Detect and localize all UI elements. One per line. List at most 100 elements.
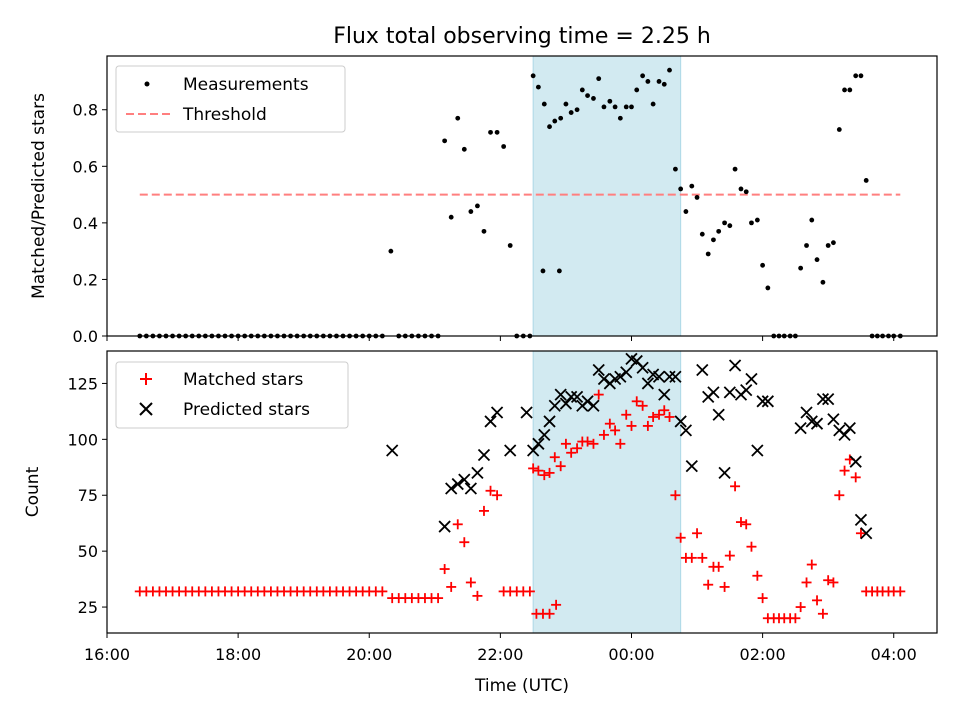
- matched-star-point: [659, 405, 670, 416]
- predicted-star-point: [854, 513, 868, 526]
- x-stroke-b: [854, 513, 868, 526]
- x-stroke-b: [751, 444, 764, 457]
- measurement-point: [831, 240, 836, 246]
- x-stroke-b: [559, 397, 573, 410]
- matched-star-point: [610, 425, 621, 436]
- matched-star-point: [752, 570, 763, 581]
- measurement-point: [494, 129, 500, 135]
- predicted-star-point: [718, 466, 731, 480]
- predicted-star-point: [685, 460, 698, 473]
- x-stroke-b: [707, 386, 720, 399]
- x-axis-label: Time (UTC): [474, 676, 569, 696]
- predicted-star-point: [554, 388, 567, 401]
- matched-star-point: [544, 467, 555, 478]
- matched-star-point: [719, 581, 730, 592]
- x-stroke-b: [849, 455, 862, 468]
- measurement-point: [547, 124, 552, 130]
- predicted-star-point: [849, 455, 862, 468]
- x-stroke-b: [570, 390, 584, 403]
- measurement-point: [540, 268, 546, 274]
- measurement-point: [574, 107, 580, 113]
- top-y-axis: 0.0 0.2 0.4 0.6 0.8: [73, 101, 107, 346]
- matched-star-point: [528, 463, 539, 474]
- matched-star-point: [615, 438, 626, 449]
- predicted-star-point: [728, 359, 742, 372]
- measurement-point: [568, 110, 574, 115]
- bottom-y-axis: 25 50 75 100 125: [67, 374, 107, 617]
- y-tick-label: 0.4: [73, 214, 98, 233]
- y-tick-label: 0.8: [73, 101, 98, 120]
- predicted-star-point: [756, 395, 769, 408]
- predicted-star-point: [761, 395, 774, 408]
- measurement-point: [591, 96, 596, 101]
- predicted-star-point: [658, 388, 671, 401]
- matched-star-point: [801, 577, 812, 588]
- measurement-point: [863, 178, 869, 183]
- matched-star-point: [692, 528, 703, 539]
- predicted-star-point: [745, 372, 758, 386]
- x-stroke-b: [685, 460, 698, 473]
- measurement-point: [601, 104, 607, 110]
- measurement-point: [448, 214, 454, 220]
- predicted-star-point: [860, 527, 873, 540]
- matched-star-point: [631, 396, 642, 407]
- measurement-point: [661, 81, 667, 87]
- x-stroke-b: [386, 444, 399, 457]
- x-stroke-b: [477, 448, 491, 462]
- measurement-point: [455, 115, 461, 121]
- x-stroke-b: [464, 482, 477, 495]
- matched-star-point: [642, 420, 653, 431]
- predicted-star-point: [477, 448, 491, 462]
- predicted-stars-points: [386, 352, 873, 540]
- measurement-point: [634, 87, 640, 93]
- measurement-point: [678, 186, 684, 192]
- matched-star-point: [812, 595, 823, 606]
- predicted-star-point: [707, 386, 720, 399]
- predicted-star-point: [816, 392, 830, 406]
- measurement-point: [694, 195, 700, 200]
- x-stroke-b: [484, 415, 497, 428]
- matched-star-point: [670, 490, 681, 501]
- x-stroke-b: [800, 406, 813, 419]
- y-tick-label: 0.0: [73, 327, 98, 346]
- x-tick-label: 18:00: [215, 645, 261, 664]
- x-tick-label: 20:00: [346, 645, 392, 664]
- measurement-point: [623, 104, 629, 110]
- measurement-point: [596, 76, 602, 82]
- measurement-point: [820, 279, 826, 285]
- matched-star-point: [746, 541, 757, 552]
- matched-star-point: [730, 481, 741, 492]
- matched-star-point: [544, 608, 555, 619]
- measurement-point: [530, 73, 536, 79]
- matched-star-point: [446, 581, 457, 592]
- matched-stars-points: [134, 389, 906, 624]
- measurement-point: [388, 248, 394, 254]
- measurement-point: [765, 285, 771, 291]
- measurement-point: [836, 127, 842, 132]
- predicted-star-point: [471, 466, 484, 480]
- matched-star-point: [539, 470, 550, 481]
- x-stroke-b: [728, 359, 742, 372]
- measurement-point: [640, 73, 646, 79]
- x-stroke-b: [838, 428, 851, 441]
- x-stroke-b: [723, 386, 736, 399]
- matched-star-point: [588, 438, 599, 449]
- predicted-star-point: [723, 386, 736, 399]
- measurement-point: [579, 87, 585, 93]
- predicted-star-point: [451, 477, 464, 491]
- x-stroke-b: [827, 413, 840, 426]
- matched-star-point: [823, 575, 834, 586]
- matched-star-point: [790, 613, 801, 624]
- measurement-point: [552, 118, 558, 124]
- matched-star-point: [621, 409, 632, 420]
- matched-star-point: [724, 550, 735, 561]
- x-stroke-b: [718, 466, 731, 480]
- measurement-point: [738, 186, 744, 192]
- bottom-x-axis: 16:00 18:00 20:00 22:00 00:00 02:00 04:00: [84, 633, 917, 664]
- matched-star-point: [895, 586, 906, 597]
- measurement-point: [847, 87, 853, 93]
- x-tick-label: 02:00: [740, 645, 786, 664]
- measurement-point: [585, 93, 590, 98]
- matched-star-point: [533, 465, 544, 476]
- x-stroke-b: [471, 466, 484, 480]
